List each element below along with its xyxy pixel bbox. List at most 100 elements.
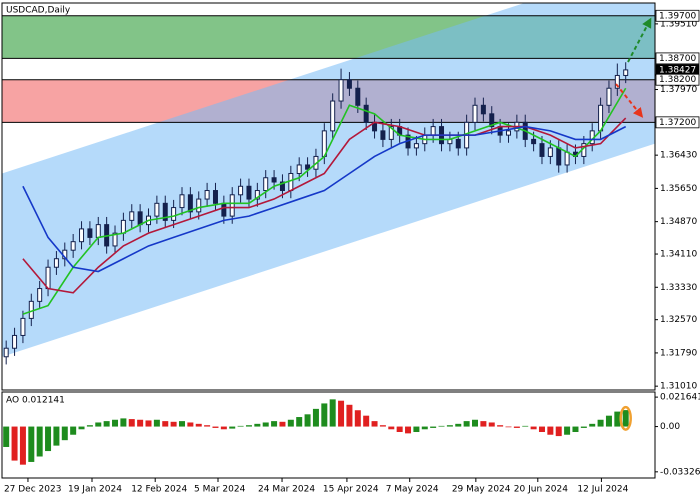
candle-body [296,164,302,174]
candle-body [413,143,419,149]
candle-body [246,185,252,200]
up-arrow [627,17,652,63]
candle-body [112,232,118,247]
candle-body [330,100,336,132]
candle-body [388,126,394,140]
y-tick-label: 0.021641 [660,393,700,403]
ao-bar [547,426,554,435]
y-tick-label: 1.31790 [660,348,697,358]
x-tick-label: 19 Jan 2024 [68,485,122,495]
ao-bar [128,419,135,427]
ao-bar [513,426,520,428]
ao-bar [220,426,227,430]
level-label: 1.38427 [659,66,696,76]
level-label: 1.37200 [659,118,696,128]
ao-bar [405,426,412,434]
y-tick-label: 1.34110 [660,250,697,260]
candle-body [238,185,244,196]
ao-bar [597,419,604,427]
candle-body [271,177,277,183]
ao-bar [564,426,571,435]
ao-bar [321,403,328,427]
candle-body [455,138,461,149]
ao-bar [304,414,311,427]
x-tick-label: 27 Dec 2023 [4,485,62,495]
candle-body [355,87,361,106]
plot-frame [1,391,656,479]
level-label: 1.38700 [659,54,696,64]
ao-bar [472,419,479,427]
candle-body [120,219,126,234]
candle-body [204,190,210,200]
candle-body [547,147,553,157]
y-tick-label: 1.31010 [660,382,697,392]
ao-bar [580,426,587,428]
highlight [619,405,632,431]
level-label: 1.39700 [659,11,696,21]
y-tick-label: -0.033268 [660,467,700,477]
candle-body [346,79,352,89]
ao-bar [455,423,462,427]
ao-bar [605,415,612,427]
ao-bar [11,426,18,461]
ao-bar [237,425,244,427]
y-tick-label: 1.33330 [660,283,697,293]
candle-body [37,288,43,302]
ao-bar [153,419,160,427]
candle-body [79,228,85,243]
ao-bar [572,426,579,433]
x-tick-label: 12 Feb 2024 [131,485,187,495]
moving-average [22,125,627,273]
x-tick-label: 29 May 2024 [452,485,511,495]
ao-bar [162,421,169,427]
ao-bar [95,422,102,427]
candle-body [221,202,227,217]
ao-bar [354,410,361,427]
candle-body [279,181,285,192]
candle-body [338,79,344,102]
ao-bar [36,426,43,457]
ao-bar [371,421,378,427]
y-tick-label: 1.32570 [660,315,697,325]
candle-body [489,113,495,128]
candle-body [531,138,537,145]
level-box [655,73,700,86]
ao-bar [78,426,85,430]
ao-bar [388,426,395,430]
channel [2,3,655,357]
ao-bar [488,422,495,427]
candle-body [28,300,34,319]
candle-body [179,194,185,209]
ao-bar [530,426,537,430]
y-tick-label: 0.00 [660,422,680,432]
candle-body [95,224,101,238]
candle-body [87,228,93,238]
ao-bar [538,426,545,433]
candle-body [363,104,369,123]
ao-bar [430,426,437,428]
ao-bar [53,426,60,446]
ao-title: AO 0.012141 [6,396,65,406]
ao-bar [19,426,26,465]
x-tick-label: 15 Apr 2024 [323,485,379,495]
ao-bar [446,425,453,427]
candle-body [229,194,235,217]
candle-body [380,130,386,140]
ao-bar [262,422,269,427]
ao-bar [413,426,420,433]
ao-bar [555,426,562,437]
candle-body [212,190,218,204]
y-tick-label: 1.34870 [660,217,697,227]
ao-bar [438,425,445,427]
candle-body [129,211,135,221]
candle-body [430,126,436,136]
ao-bar [271,421,278,427]
y-tick-label: 1.37970 [660,85,697,95]
chart-title: USDCAD,Daily [6,6,71,16]
ao-bar [145,420,152,427]
ao-bar [329,399,336,427]
ao-bar [229,426,236,429]
candle-body [3,347,9,358]
ao-bar [589,423,596,427]
